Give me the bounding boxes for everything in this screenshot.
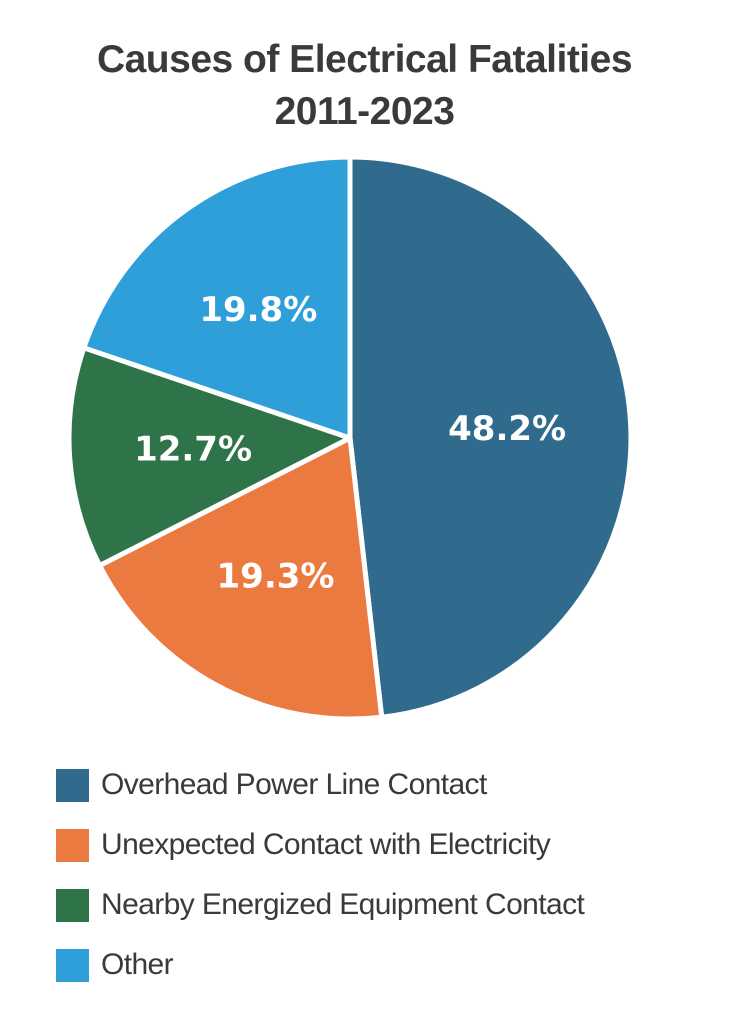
legend-swatch-other xyxy=(56,948,89,982)
pie-label-unexpected-contact: 19.3% xyxy=(217,557,335,597)
legend-label-unexpected-contact: Unexpected Contact with Electricity xyxy=(101,828,551,861)
pie-label-nearby-energized-equipment: 12.7% xyxy=(134,429,252,469)
legend-item-other: Other xyxy=(56,945,584,985)
legend-swatch-unexpected-contact xyxy=(56,828,89,862)
legend-label-nearby-energized-equipment: Nearby Energized Equipment Contact xyxy=(101,888,585,921)
legend: Overhead Power Line Contact Unexpected C… xyxy=(56,765,585,1005)
chart-title: Causes of Electrical Fatalities 2011-202… xyxy=(0,34,729,138)
pie-slice-nearby-energized-equipment xyxy=(66,345,353,569)
legend-label-other: Other xyxy=(101,948,174,981)
legend-swatch-nearby-energized-equipment xyxy=(56,888,89,922)
legend-item-overhead-power-line: Overhead Power Line Contact xyxy=(56,765,584,805)
pie-slice-labels: 48.2% 19.3% 12.7% 19.8% xyxy=(134,290,566,596)
pie-slices xyxy=(66,154,634,722)
chart-title-text: Causes of Electrical Fatalities xyxy=(96,38,633,81)
pie-slice-overhead-power-line xyxy=(347,154,634,720)
chart-subtitle: 2011-2023 xyxy=(274,90,455,133)
pie-label-other: 19.8% xyxy=(199,290,317,330)
pie-label-overhead-power-line: 48.2% xyxy=(448,409,566,449)
legend-swatch-overhead-power-line xyxy=(56,768,89,802)
legend-item-nearby-energized-equipment: Nearby Energized Equipment Contact xyxy=(56,885,585,925)
pie-slice-other xyxy=(81,154,353,441)
legend-label-overhead-power-line: Overhead Power Line Contact xyxy=(101,768,487,801)
legend-item-unexpected-contact: Unexpected Contact with Electricity xyxy=(56,825,584,865)
pie-slice-unexpected-contact xyxy=(97,435,385,722)
